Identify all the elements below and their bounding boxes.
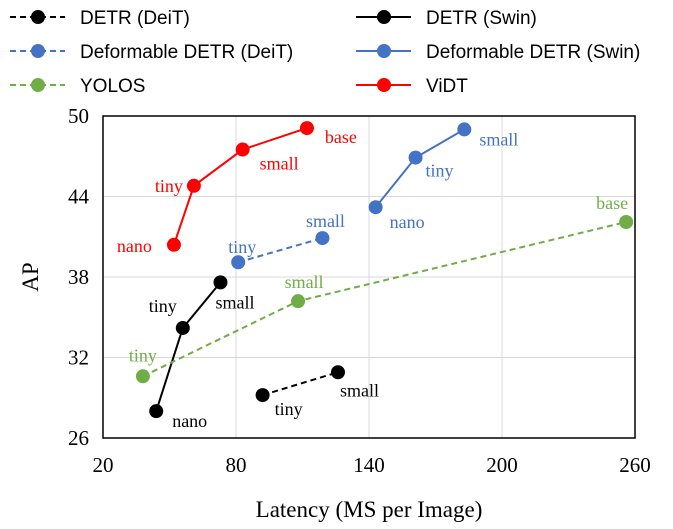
tick-labels: 20 80 140 200 260 26 32 38 44 50 <box>68 104 651 477</box>
point-label: small <box>479 129 518 149</box>
legend-label: ViDT <box>426 76 468 97</box>
x-tick-label: 140 <box>353 453 385 477</box>
series-line <box>262 371 339 397</box>
x-tick-label: 80 <box>226 453 247 477</box>
y-axis-title: AP <box>18 262 43 291</box>
series-yolos: tiny small base <box>129 193 634 384</box>
data-point <box>255 388 270 403</box>
legend-marker <box>31 10 45 24</box>
point-label: nano <box>172 411 207 431</box>
data-point <box>166 237 181 252</box>
point-label: small <box>260 154 299 174</box>
legend-item-detr-deit: DETR (DeiT) <box>10 8 190 29</box>
data-point <box>299 121 314 136</box>
y-tick-label: 44 <box>68 185 90 209</box>
y-tick-label: 50 <box>68 104 89 128</box>
legend-item-yolos: YOLOS <box>10 76 145 97</box>
point-label: tiny <box>228 237 256 257</box>
plot-frame <box>102 115 636 439</box>
point-label: tiny <box>149 296 177 316</box>
series-deformable-detr-deit: tiny small <box>228 211 345 270</box>
series-group: tiny small nano tiny small tiny small nano tiny s… <box>117 121 634 431</box>
data-point <box>315 231 330 246</box>
legend-marker <box>377 10 391 24</box>
series-line <box>237 237 323 264</box>
point-label: small <box>306 211 345 231</box>
point-label: small <box>215 292 254 312</box>
point-label: base <box>596 193 628 213</box>
data-point <box>619 214 634 229</box>
legend-marker <box>377 78 391 92</box>
data-point <box>135 369 150 384</box>
data-point <box>213 275 228 290</box>
legend-label: DETR (DeiT) <box>80 8 190 29</box>
point-label: tiny <box>275 399 303 419</box>
y-tick-label: 38 <box>68 265 89 289</box>
data-point <box>231 255 246 270</box>
legend-marker <box>31 78 45 92</box>
data-point <box>408 150 423 165</box>
data-point <box>186 178 201 193</box>
legend-label: DETR (Swin) <box>426 8 537 29</box>
data-point <box>149 404 164 419</box>
legend-marker <box>377 44 391 58</box>
point-label: base <box>325 127 357 147</box>
legend-label: YOLOS <box>80 76 145 97</box>
series-detr-deit: tiny small <box>255 365 379 419</box>
data-point <box>457 122 472 137</box>
data-point <box>175 320 190 335</box>
point-label: small <box>285 272 324 292</box>
series-vidt: nano tiny small base <box>117 121 357 256</box>
legend-item-deformable-detr-swin: Deformable DETR (Swin) <box>356 42 640 63</box>
x-tick-label: 260 <box>619 453 651 477</box>
point-label: tiny <box>155 176 183 196</box>
series-detr-swin: nano tiny small <box>149 275 254 431</box>
legend-label: Deformable DETR (DeiT) <box>80 42 293 63</box>
point-label: tiny <box>129 345 157 365</box>
series-line <box>172 127 308 246</box>
data-point <box>291 294 306 309</box>
point-label: small <box>340 380 379 400</box>
legend-item-vidt: ViDT <box>356 76 468 97</box>
data-point <box>330 365 345 380</box>
point-label: tiny <box>426 161 454 181</box>
legend-marker <box>31 44 45 58</box>
point-label: nano <box>117 236 152 256</box>
series-deformable-detr-swin: nano tiny small <box>368 122 518 232</box>
data-point <box>368 200 383 215</box>
legend-label: Deformable DETR (Swin) <box>426 42 640 63</box>
legend-item-deformable-detr-deit: Deformable DETR (DeiT) <box>10 42 293 63</box>
legend-item-detr-swin: DETR (Swin) <box>356 8 537 29</box>
x-tick-label: 200 <box>486 453 518 477</box>
y-tick-label: 26 <box>68 426 89 450</box>
x-axis-title: Latency (MS per Image) <box>256 497 483 522</box>
point-label: nano <box>390 212 425 232</box>
legend: DETR (DeiT) DETR (Swin) Deformable DETR (D… <box>10 8 640 97</box>
y-tick-label: 32 <box>68 346 89 370</box>
x-tick-label: 20 <box>93 453 114 477</box>
data-point <box>235 142 250 157</box>
